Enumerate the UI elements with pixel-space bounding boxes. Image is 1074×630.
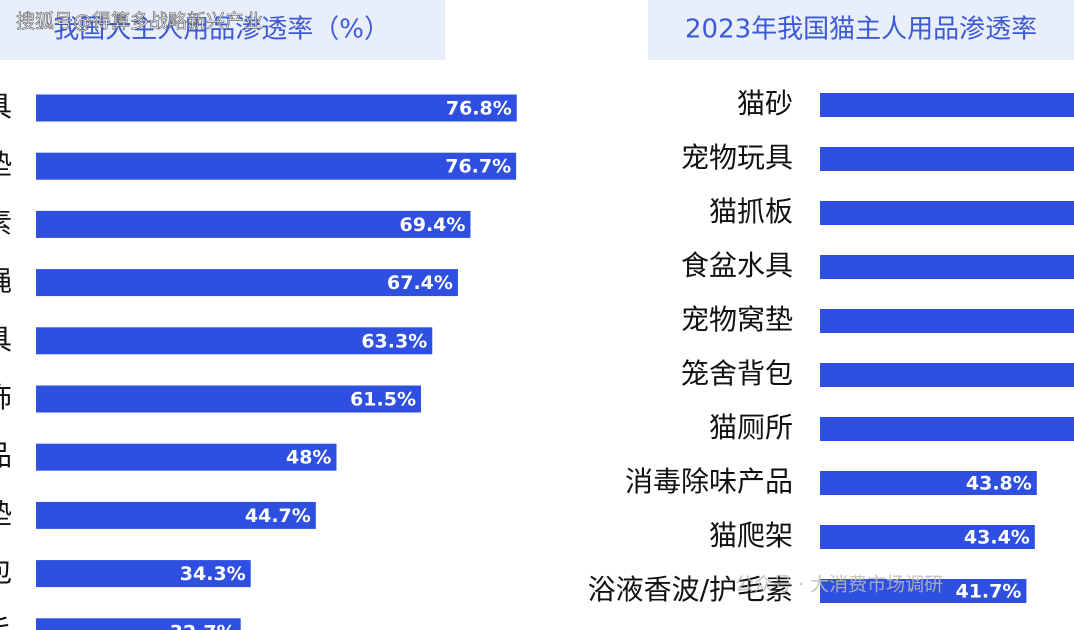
title-band <box>0 0 445 60</box>
chart-title: 2023年我国猫主人用品渗透率 <box>685 15 1037 45</box>
category-label: 消毒除味产品 <box>625 465 793 498</box>
bar <box>820 201 1074 225</box>
value-label: 43.4% <box>964 527 1030 549</box>
category-label: 猫抓板 <box>709 195 793 228</box>
category-label: 浴液香波/护毛素 <box>588 573 793 606</box>
bar <box>36 152 517 180</box>
title-band <box>648 0 1074 60</box>
bar <box>820 579 1027 603</box>
value-label: 34.3% <box>180 563 246 585</box>
value-label: 32.7% <box>170 621 236 630</box>
bar <box>36 560 251 588</box>
watermark: 搜狐号@得算多战略新兴产业 <box>16 11 263 33</box>
bar <box>36 94 517 122</box>
category-label: 宠物玩具 <box>681 141 793 174</box>
plots: 具 76.8% 垫 76.7% 素 69.4% 绳 67.4% 具 63.3% 饰 61.5% 品 48%… <box>0 87 1074 630</box>
bar <box>820 147 1074 171</box>
category-label: 宠物窝垫 <box>681 303 793 336</box>
category-label: 绳 <box>0 265 12 298</box>
bar <box>820 471 1037 495</box>
value-label: 41.7% <box>955 581 1021 603</box>
bar <box>820 93 1074 117</box>
bar <box>820 255 1074 279</box>
category-label: 笼舍背包 <box>681 357 793 390</box>
bar <box>36 618 241 630</box>
category-label: 素 <box>0 206 12 239</box>
value-label: 67.4% <box>387 272 453 294</box>
bar <box>36 385 421 413</box>
category-label: 品 <box>0 439 12 472</box>
category-label: 垫 <box>0 497 12 530</box>
value-label: 48% <box>286 447 331 469</box>
category-label: 饰 <box>0 381 12 414</box>
value-label: 44.7% <box>245 505 311 527</box>
bar <box>820 417 1074 441</box>
category-label: 包 <box>0 556 12 589</box>
value-label: 61.5% <box>350 389 416 411</box>
value-label: 76.8% <box>446 98 512 120</box>
watermark: 公众号 · 大消费市场调研 <box>735 574 943 596</box>
bar <box>820 309 1074 333</box>
category-label: 猫爬架 <box>709 519 793 552</box>
chart-title: 我国犬主人用品渗透率（%） <box>53 15 390 45</box>
value-label: 69.4% <box>400 214 466 236</box>
bar <box>820 363 1074 387</box>
bar <box>36 269 458 297</box>
category-label: 猫厕所 <box>709 411 793 444</box>
category-label: 猫砂 <box>737 87 793 120</box>
category-label: 具 <box>0 90 12 123</box>
value-label: 43.8% <box>966 473 1032 495</box>
category-label: 毛 <box>0 614 12 630</box>
bar <box>36 210 471 238</box>
value-label: 63.3% <box>361 330 427 352</box>
bar <box>36 501 316 529</box>
bar <box>820 525 1035 549</box>
category-label: 垫 <box>0 148 12 181</box>
bar <box>36 443 337 471</box>
category-label: 具 <box>0 323 12 356</box>
category-label: 食盆水具 <box>681 249 793 282</box>
value-label: 76.7% <box>445 156 511 178</box>
bar <box>36 327 433 355</box>
